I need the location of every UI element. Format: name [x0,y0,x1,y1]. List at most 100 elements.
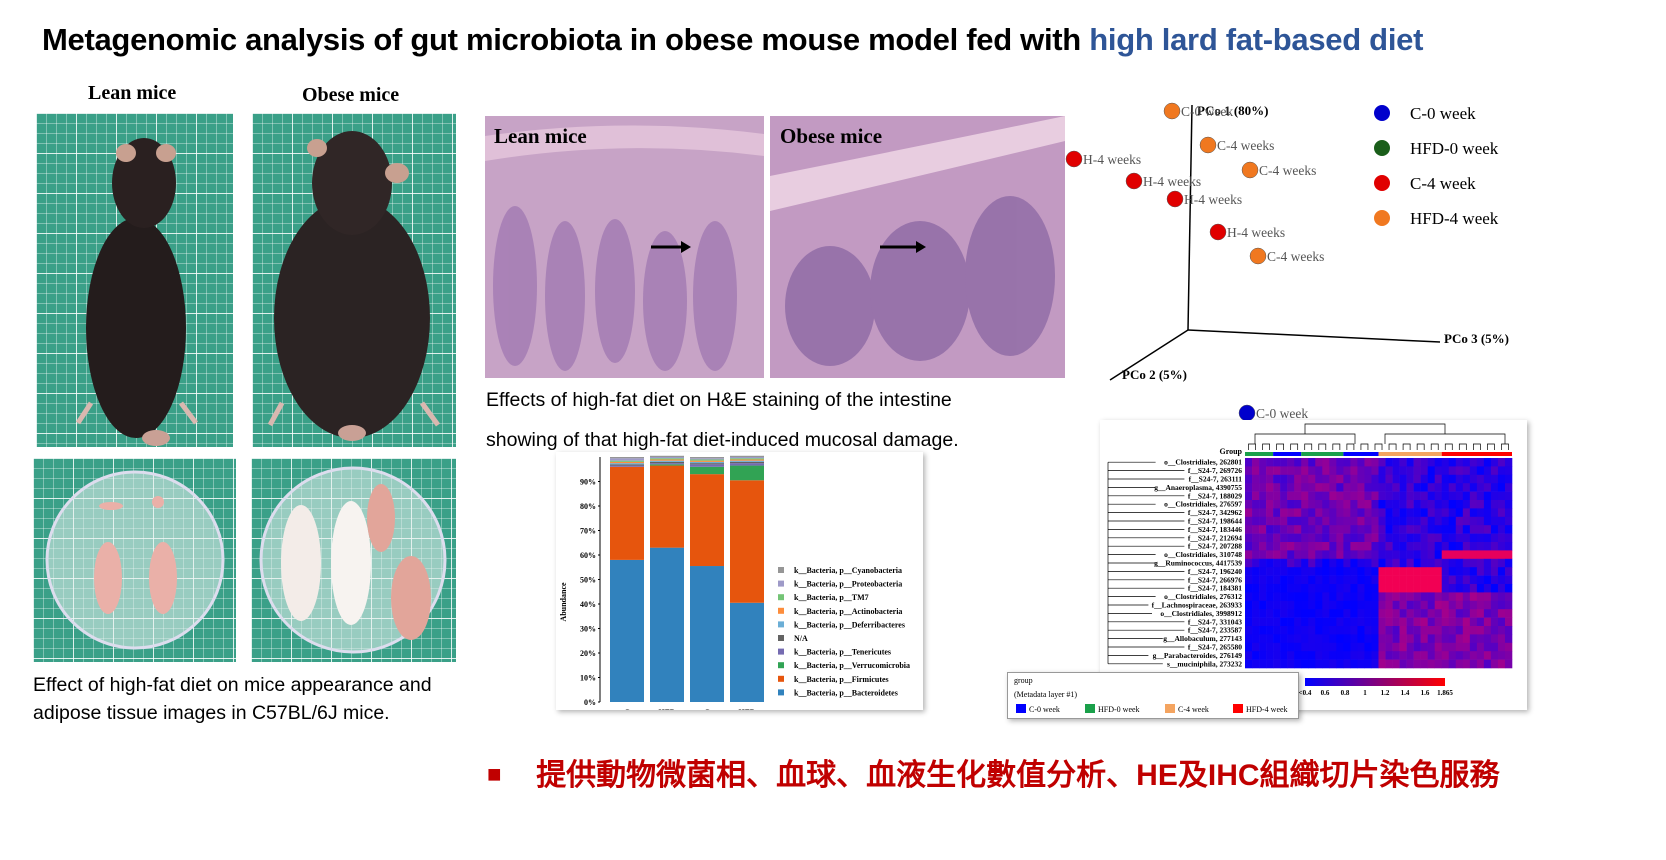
heatmap-row-label: g__Ruminococcus, 4417539 [1154,559,1242,568]
bar-segment [730,461,764,464]
heatmap-group-bar [1301,452,1344,456]
bar-segment [690,458,724,460]
heatmap-group-legend: group (Metadata layer #1) C-0 week HFD-0 we… [1007,672,1299,719]
bar-segment [650,461,684,464]
heatmap-scale-label: <0.4 [1299,689,1312,697]
pcoa-point [1166,190,1184,208]
heatmap-row-label: f__Lachnospiraceae, 263933 [1152,601,1243,610]
pcoa-point [1241,161,1259,179]
bar-segment [650,459,684,461]
he-obese-label: Obese mice [780,124,883,148]
pcoa-axis1-line [1187,104,1193,331]
pcoa-point [1065,150,1083,168]
pcoa-points: C-0 week H-4 weeks C-4 weeks C-4 weeks H-4 w… [1065,102,1324,422]
bar-ytick-label: 60% [580,551,596,560]
bar-segment [650,463,684,465]
heatmap-scale-label: 1.865 [1437,689,1453,697]
pcoa-point [1209,223,1227,241]
bar-legend-swatch [778,648,784,655]
bar-ytick-label: 40% [580,600,596,609]
group-legend-swatch [1165,704,1175,713]
bar-segment [610,464,644,466]
he-lean-panel: Lean mice [485,116,764,378]
footer-bullet-icon: ■ [487,761,502,788]
bar-chart: 0% 10% 20% 30% 40% 50% 60% 70% 80% 90% Abundance C H… [559,455,910,737]
pcoa-point-label: H-4 weeks [1143,174,1201,189]
bar-legend-swatch [778,675,784,682]
heatmap-row-label: f__S24-7, 331043 [1188,617,1242,626]
heatmap-scale-label: 1.6 [1421,689,1430,697]
he-obese-panel: Obese mice [770,116,1065,378]
bar-category-label: C [624,708,630,710]
bar-ytick-label: 90% [580,478,596,487]
he-lean-label: Lean mice [494,124,587,148]
pcoa-point [1163,102,1181,120]
bar-segment [730,480,764,603]
heatmap-row-label: f__S24-7, 233587 [1188,626,1242,635]
bar-segment [650,460,684,462]
bar-segment [610,461,644,464]
bar-legend-label: k__Bacteria, p__Deferribacteres [794,620,905,629]
heatmap-group-bar [1441,452,1512,456]
bar-legend-label: k__Bacteria, p__Firmicutes [794,675,889,684]
bar-segment [690,566,724,702]
bar-ytick-label: 80% [580,502,596,511]
heatmap-row-label: f__S24-7, 207288 [1188,542,1242,551]
group-legend-subtitle: (Metadata layer #1) [1014,690,1077,699]
pcoa-legend-label: C-4 week [1410,174,1476,193]
group-legend-swatch [1085,704,1095,713]
bar-legend-swatch [778,594,784,601]
heatmap-column-dendrogram [1248,423,1509,450]
heatmap-row-label: f__S24-7, 269726 [1188,466,1242,475]
he-caption-line2: showing of that high-fat diet-induced mu… [486,429,959,451]
bar-ytick-label: 20% [580,649,596,658]
pcoa-axis2-label: PCo 2 (5%) [1122,367,1187,382]
bar-segment [690,461,724,464]
heatmap-row-label: f__S24-7, 196240 [1188,567,1242,576]
obese-mice-photo-label: Obese mice [302,84,400,106]
heatmap-group-bar [1245,452,1274,456]
heatmap-group-bar [1273,452,1302,456]
pcoa-legend-label: HFD-4 week [1410,209,1499,228]
pcoa-point-label: C-4 weeks [1267,249,1324,264]
bar-segment [650,458,684,460]
bar-category-label: C [704,708,710,710]
heatmap-row-label: f__S24-7, 263111 [1189,475,1243,484]
bar-legend-swatch [778,580,784,587]
bar-legend-swatch [778,635,784,641]
pcoa-legend-label: C-0 week [1410,104,1476,123]
obese-mouse-image [267,131,441,441]
group-legend-label: C-0 week [1029,705,1060,714]
heatmap-row-label: g__Allobaculum, 277143 [1163,634,1242,643]
bar-segment [610,466,644,560]
page-title: Metagenomic analysis of gut microbiota i… [42,22,1424,57]
group-legend-svg: group (Metadata layer #1) C-0 week HFD-0 we… [1014,676,1288,714]
heatmap-row-dendrogram [1107,461,1185,665]
bar-legend-swatch [778,567,784,573]
bar-legend-label: k__Bacteria, p__Verrucomicrobia [794,661,910,670]
bar-segment [730,460,764,462]
bar-segment [610,457,644,459]
bar-segment [610,460,644,462]
heatmap-row-label: f__S24-7, 266976 [1188,575,1242,584]
heatmap-scale-label: 0.8 [1341,689,1350,697]
group-legend-label: C-4 week [1178,705,1209,714]
bar-segment [610,465,644,467]
pcoa-legend-label: HFD-0 week [1410,139,1499,158]
lean-mice-photo-label: Lean mice [88,82,177,104]
bar-segment [690,457,724,459]
bar-segment [690,460,724,462]
heatmap-scale-label: 1.2 [1381,689,1390,697]
heatmap-group-title: Group [1219,447,1242,456]
bar-legend-label: N/A [794,634,808,643]
pcoa-plot: PCo 1 (80%) PCo 2 (5%) PCo 3 (5%) C-0 we… [1065,102,1509,422]
heatmap-row-label: o__Clostridiales, 3998912 [1160,609,1242,618]
pcoa-point-label: C-0 week [1181,104,1233,119]
pcoa-axis2-line [1109,329,1189,381]
heatmap-row-label: g__Anaeroplasma, 4390755 [1154,483,1242,492]
bar-category-label: HFD [659,708,676,710]
pcoa-legend-marker [1374,105,1390,121]
bar-segment [690,459,724,461]
bar-ytick-label: 70% [580,527,596,536]
